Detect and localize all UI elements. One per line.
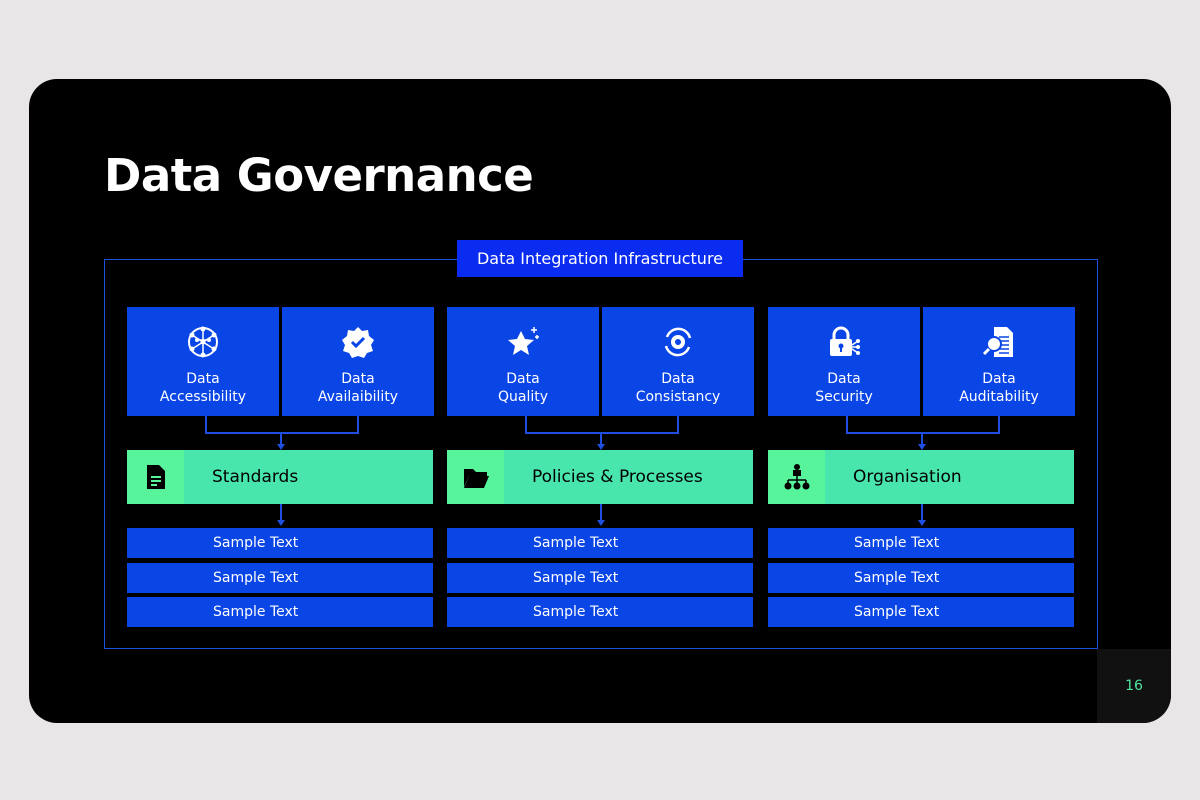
connector-line	[600, 504, 602, 520]
connector-line	[525, 432, 679, 434]
audit-search-icon	[982, 325, 1016, 370]
frame-label: Data Integration Infrastructure	[457, 240, 743, 277]
connector-line	[280, 504, 282, 520]
page-number: 16	[1097, 649, 1171, 723]
category-box: Policies & Processes	[447, 450, 753, 504]
pillar-line1: Data	[506, 371, 540, 387]
pillar-line1: Data	[661, 371, 695, 387]
pillar-auditability: Data Auditability	[923, 307, 1075, 416]
list-item: Sample Text	[127, 528, 433, 558]
pillar-line2: Accessibility	[159, 389, 247, 405]
connector-line	[205, 432, 359, 434]
arrow-icon	[918, 520, 926, 526]
connector-line	[205, 416, 207, 433]
pillar-line2: Availaibility	[317, 389, 399, 405]
connector-line	[280, 432, 282, 444]
list-item: Sample Text	[768, 528, 1074, 558]
document-icon	[127, 450, 184, 504]
pillar-consistancy: Data Consistancy	[602, 307, 754, 416]
category-label: Organisation	[853, 467, 962, 487]
list-item: Sample Text	[447, 597, 753, 627]
pillar-quality: Data Quality	[447, 307, 599, 416]
category-box: Standards	[127, 450, 433, 504]
connector-line	[677, 416, 679, 433]
gear-cycle-icon	[661, 325, 695, 370]
pillar-availaibility: Data Availaibility	[282, 307, 434, 416]
org-chart-icon	[768, 450, 825, 504]
lock-icon	[827, 325, 861, 370]
category-label: Standards	[212, 467, 299, 487]
network-icon	[186, 325, 220, 370]
arrow-icon	[277, 444, 285, 450]
list-item: Sample Text	[447, 562, 753, 593]
pillar-line1: Data	[827, 371, 861, 387]
category-box: Organisation	[768, 450, 1074, 504]
arrow-icon	[277, 520, 285, 526]
pillar-line2: Auditability	[959, 389, 1039, 405]
pillar-line1: Data	[186, 371, 220, 387]
connector-line	[998, 416, 1000, 433]
arrow-icon	[918, 444, 926, 450]
connector-line	[357, 416, 359, 433]
verified-badge-icon	[341, 325, 375, 370]
list-item: Sample Text	[768, 562, 1074, 593]
connector-line	[921, 504, 923, 520]
pillar-line1: Data	[341, 371, 375, 387]
connector-line	[600, 432, 602, 444]
arrow-icon	[597, 444, 605, 450]
list-item: Sample Text	[447, 528, 753, 558]
connector-line	[525, 416, 527, 433]
slide-title: Data Governance	[104, 149, 534, 202]
slide: Data Governance Data Integration Infrast…	[29, 79, 1171, 723]
pillar-security: Data Security	[768, 307, 920, 416]
connector-line	[921, 432, 923, 444]
category-label: Policies & Processes	[532, 467, 703, 487]
connector-line	[846, 416, 848, 433]
list-item: Sample Text	[127, 597, 433, 627]
list-item: Sample Text	[127, 562, 433, 593]
list-item: Sample Text	[768, 597, 1074, 627]
connector-line	[846, 432, 1000, 434]
pillar-line2: Consistancy	[635, 389, 721, 405]
pillar-accessibility: Data Accessibility	[127, 307, 279, 416]
pillar-line2: Security	[815, 389, 873, 405]
arrow-icon	[597, 520, 605, 526]
pillar-line1: Data	[982, 371, 1016, 387]
pillar-line2: Quality	[497, 389, 549, 405]
folder-icon	[447, 450, 504, 504]
star-icon	[506, 325, 540, 370]
